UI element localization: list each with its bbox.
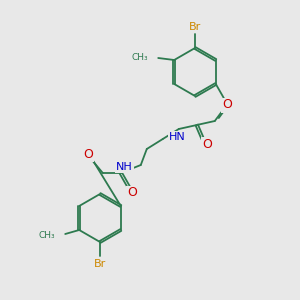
Text: O: O xyxy=(202,137,212,151)
Text: CH₃: CH₃ xyxy=(132,52,148,62)
Text: NH: NH xyxy=(116,162,133,172)
Text: CH₃: CH₃ xyxy=(39,230,55,239)
Text: O: O xyxy=(222,98,232,112)
Text: Br: Br xyxy=(94,259,106,269)
Text: Br: Br xyxy=(189,22,201,32)
Text: O: O xyxy=(127,187,137,200)
Text: O: O xyxy=(83,148,93,160)
Text: HN: HN xyxy=(168,132,185,142)
